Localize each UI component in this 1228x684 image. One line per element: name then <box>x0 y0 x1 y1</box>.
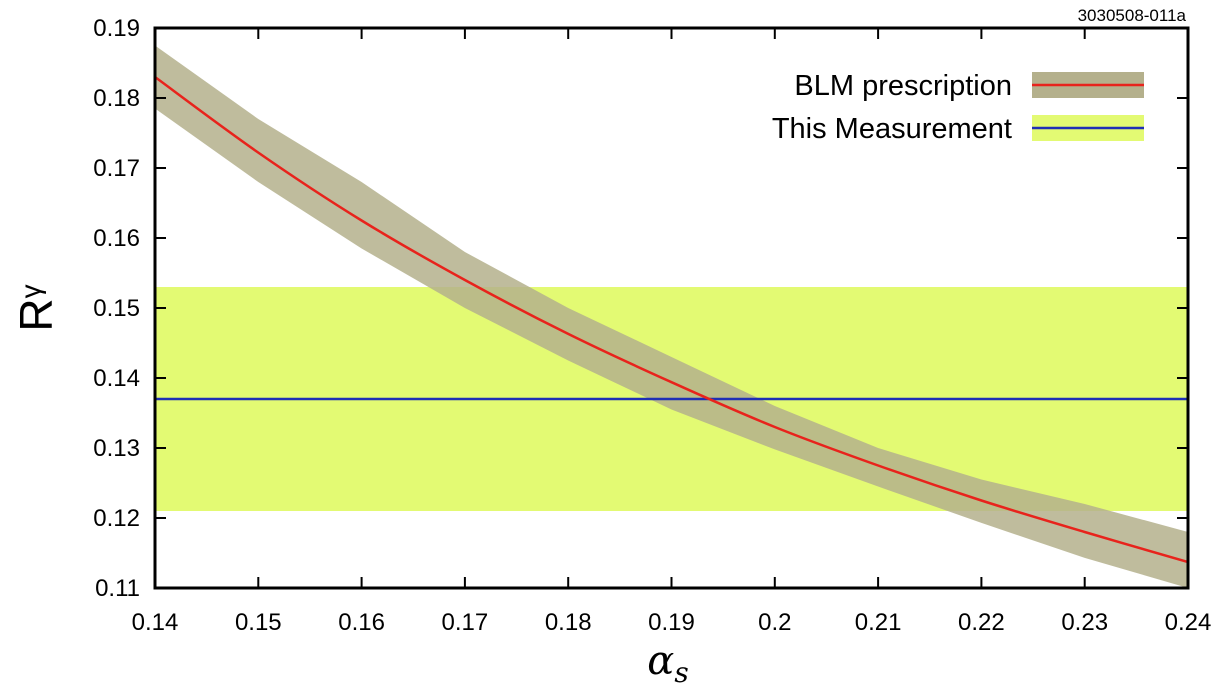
x-tick-label: 0.22 <box>958 609 1005 636</box>
y-axis-title: Rγ <box>10 284 62 331</box>
y-tick-label: 0.14 <box>93 365 140 392</box>
y-tick-label: 0.16 <box>93 225 140 252</box>
blm-band <box>155 45 1188 588</box>
legend-label-blm: BLM prescription <box>794 70 1012 102</box>
x-tick-label: 0.24 <box>1165 609 1212 636</box>
figure-code: 3030508-011a <box>1078 6 1187 25</box>
x-tick-label: 0.23 <box>1061 609 1108 636</box>
svg-text:Rγ: Rγ <box>10 284 62 331</box>
x-tick-label: 0.17 <box>442 609 489 636</box>
x-tick-label: 0.21 <box>855 609 902 636</box>
x-tick-label: 0.16 <box>338 609 385 636</box>
x-axis-title: αs <box>647 638 688 684</box>
x-tick-label: 0.14 <box>132 609 179 636</box>
y-tick-label: 0.19 <box>93 15 140 42</box>
legend-label-measurement: This Measurement <box>772 113 1012 145</box>
y-tick-label: 0.11 <box>95 575 140 602</box>
y-tick-label: 0.13 <box>93 435 140 462</box>
x-tick-label: 0.19 <box>648 609 695 636</box>
x-tick-label: 0.15 <box>235 609 282 636</box>
y-tick-label: 0.15 <box>93 295 140 322</box>
x-tick-label: 0.2 <box>758 609 791 636</box>
blm-line <box>155 75 1188 564</box>
y-tick-label: 0.18 <box>93 85 140 112</box>
x-tick-label: 0.18 <box>545 609 592 636</box>
y-tick-label: 0.12 <box>93 505 140 532</box>
y-tick-label: 0.17 <box>93 155 140 182</box>
